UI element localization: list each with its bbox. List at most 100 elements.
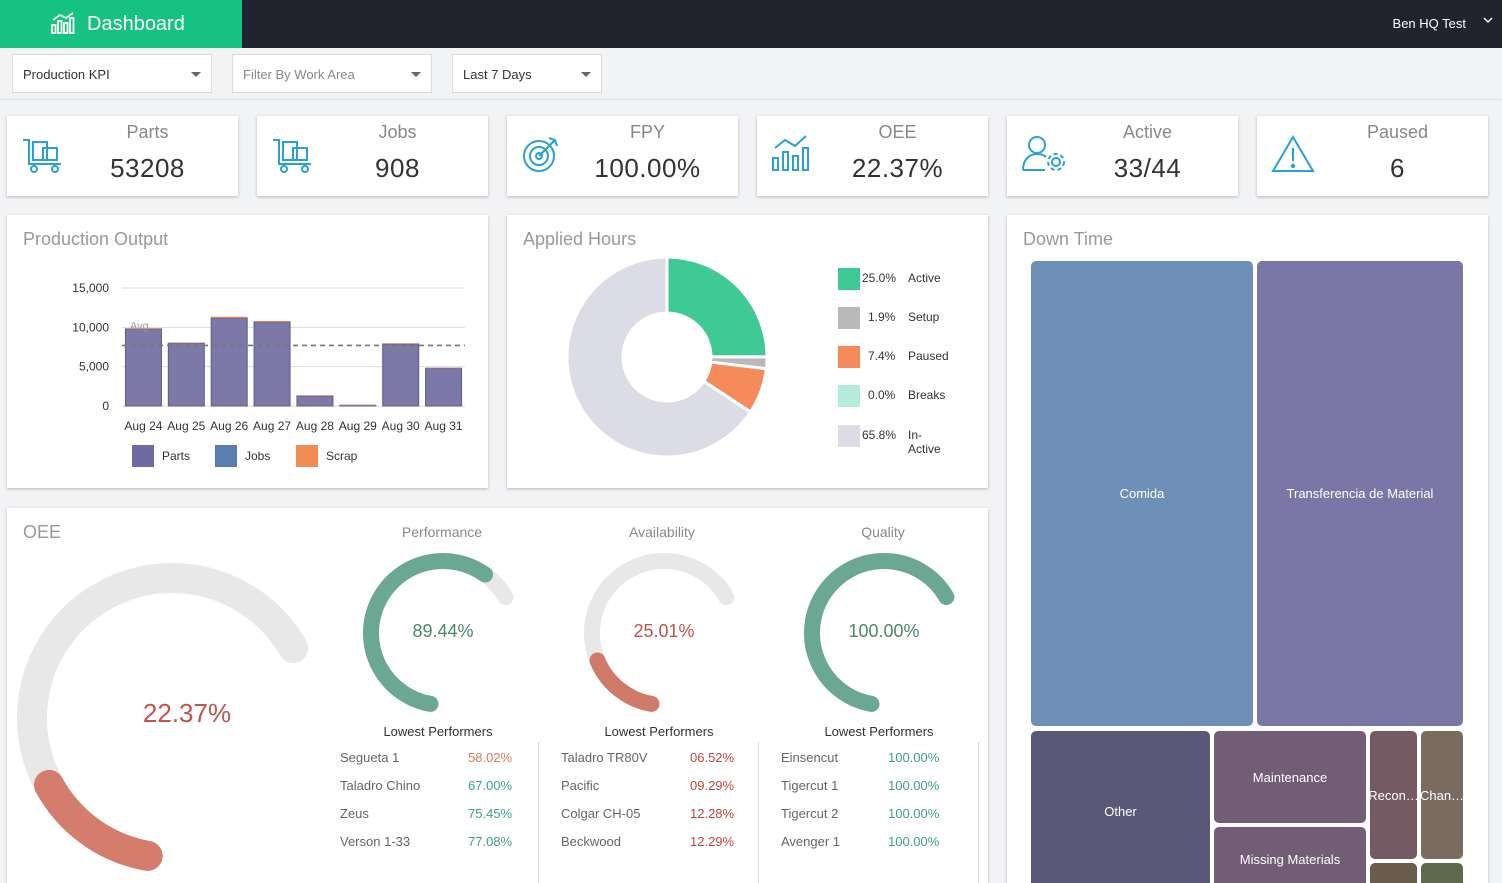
- cart-icon: [23, 139, 61, 173]
- bar-parts: [382, 343, 420, 407]
- x-tick-label: Aug 26: [210, 419, 248, 433]
- kpi-label: Parts: [126, 122, 169, 142]
- kpi-value: 22.37%: [851, 153, 944, 183]
- legend-item-scrap[interactable]: Scrap: [296, 445, 357, 467]
- treemap-cell-small[interactable]: [1421, 863, 1463, 883]
- bar-parts: [210, 317, 248, 407]
- applied-hours-panel: Applied Hours 25.0% Active 1.9% Setup 7.…: [507, 215, 988, 488]
- brand[interactable]: Dashboard: [0, 0, 242, 48]
- gauge-fill: [804, 553, 955, 712]
- bar-parts: [167, 342, 205, 407]
- oee-gauge: [17, 563, 309, 871]
- kpi-value: 53208: [110, 153, 185, 183]
- bar-parts: [425, 367, 463, 407]
- kpi-label: Jobs: [378, 122, 417, 142]
- caret-down-icon: [411, 72, 421, 77]
- kpi-label: Paused: [1366, 122, 1429, 142]
- work-area-placeholder: Filter By Work Area: [243, 67, 355, 82]
- machine-name: Einsencut: [781, 750, 839, 765]
- legend-item-jobs[interactable]: Jobs: [215, 445, 270, 467]
- treemap-cell-comida[interactable]: Comida: [1031, 261, 1253, 726]
- chart-icon: [772, 135, 809, 171]
- kpi-card-active[interactable]: Active 33/44: [1007, 116, 1238, 196]
- donut-slice-active: [665, 255, 769, 359]
- legend-label: Paused: [908, 349, 949, 363]
- panel-title: OEE: [23, 522, 62, 542]
- kpi-card-paused[interactable]: Paused 6: [1257, 116, 1488, 196]
- kpi-label: Active: [1122, 122, 1173, 142]
- date-range-select[interactable]: Last 7 Days: [452, 54, 602, 93]
- x-tick-label: Aug 24: [124, 419, 162, 433]
- machine-value: 12.29%: [690, 834, 735, 849]
- donut-slice-in-active: [565, 255, 753, 459]
- bar-parts: [124, 328, 162, 407]
- gauge-title-availability: Availability: [629, 524, 695, 540]
- machine-value: 100.00%: [888, 834, 940, 849]
- legend-swatch: [838, 268, 860, 290]
- divider: [758, 742, 759, 883]
- gauge-fill: [363, 553, 494, 712]
- oee-gauge-value: 22.37%: [142, 698, 232, 728]
- treemap-cell-transferencia[interactable]: Transferencia de Material: [1257, 261, 1463, 726]
- user-menu[interactable]: Ben HQ Test: [1392, 16, 1466, 31]
- bar-scrap: [339, 405, 376, 406]
- user-gear-icon: [1022, 136, 1065, 171]
- app-title: Dashboard: [87, 12, 185, 35]
- x-tick-label: Aug 27: [253, 419, 291, 433]
- x-tick-label: Aug 25: [167, 419, 205, 433]
- kpi-card-oee[interactable]: OEE 22.37%: [757, 116, 988, 196]
- avg-label: Avg: [130, 320, 149, 332]
- kpi-label: OEE: [878, 122, 917, 142]
- work-area-select[interactable]: Filter By Work Area: [232, 54, 432, 93]
- machine-value: 77.08%: [468, 834, 513, 849]
- machine-name: Avenger 1: [781, 834, 841, 849]
- cart-icon: [273, 139, 311, 173]
- legend-pct: 0.0%: [868, 388, 896, 402]
- legend-pct: 25.0%: [862, 271, 897, 285]
- quality-value: 100.00%: [848, 621, 920, 641]
- bar-scrap: [425, 367, 462, 369]
- treemap-cell-other[interactable]: Other: [1031, 731, 1210, 883]
- bar-scrap: [125, 328, 162, 329]
- machine-name: Colgar CH-05: [561, 806, 641, 821]
- y-tick-label: 0: [102, 399, 109, 413]
- y-tick-label: 5,000: [79, 360, 109, 374]
- panel-title: Applied Hours: [523, 229, 637, 249]
- kpi-card-fpy[interactable]: FPY 100.00%: [507, 116, 738, 196]
- treemap-cell-small[interactable]: [1370, 863, 1417, 883]
- machine-value: 75.45%: [468, 806, 513, 821]
- bar-parts: [296, 395, 334, 407]
- legend-label: Active: [908, 271, 941, 285]
- treemap-cell-missing-materials[interactable]: Missing Materials: [1214, 827, 1366, 883]
- caret-down-icon: [581, 72, 591, 77]
- kpi-value: 33/44: [1113, 153, 1182, 183]
- gauge-fill: [34, 769, 163, 871]
- legend-item-parts[interactable]: Parts: [132, 445, 190, 467]
- performance-value: 89.44%: [412, 621, 474, 641]
- down-time-panel: Down Time Comida Transferencia de Materi…: [1007, 215, 1488, 883]
- bar-scrap: [254, 321, 291, 322]
- legend-label: Setup: [908, 310, 940, 324]
- machine-name: Pacific: [561, 778, 600, 793]
- availability-gauge: [584, 553, 735, 712]
- kpi-card-jobs[interactable]: Jobs 908: [257, 116, 488, 196]
- top-bar: Dashboard Ben HQ Test: [0, 0, 1502, 48]
- treemap-cell-maintenance[interactable]: Maintenance: [1214, 731, 1366, 823]
- kpi-label: FPY: [629, 122, 665, 142]
- lowest-performers-title: Lowest Performers: [824, 724, 934, 739]
- machine-value: 09.29%: [690, 778, 735, 793]
- target-icon: [523, 137, 558, 172]
- legend-swatch: [838, 385, 860, 407]
- kpi-select[interactable]: Production KPI: [12, 54, 212, 93]
- chevron-down-icon[interactable]: [1482, 14, 1494, 26]
- treemap-cell-recon[interactable]: Recon…: [1370, 731, 1417, 859]
- kpi-select-value: Production KPI: [23, 67, 110, 82]
- treemap-cell-chan[interactable]: Chan…: [1421, 731, 1463, 859]
- machine-name: Tigercut 2: [781, 806, 839, 821]
- legend-swatch: [838, 307, 860, 329]
- legend-label: Jobs: [245, 449, 271, 463]
- bar-scrap: [296, 395, 333, 397]
- kpi-card-parts[interactable]: Parts 53208: [7, 116, 238, 196]
- y-tick-label: 10,000: [72, 320, 109, 334]
- legend-pct: 1.9%: [868, 310, 896, 324]
